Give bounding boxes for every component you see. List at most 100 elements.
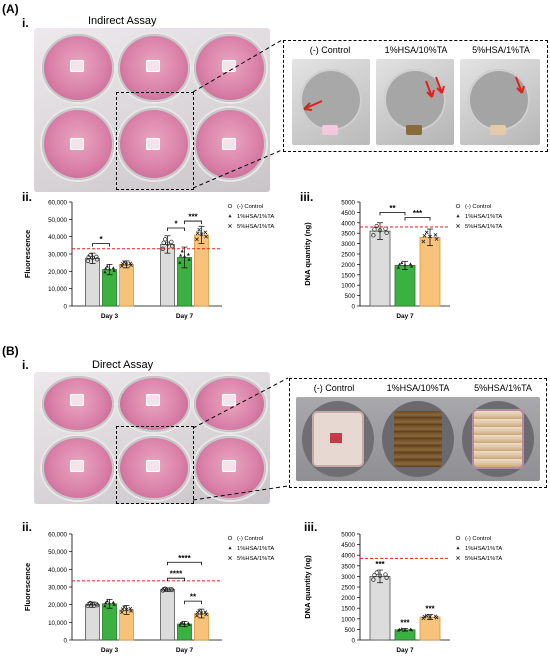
chart-a-dna: 0 500 1000 1500 2000 2500 3000 3500 4000 4500 5000… [303, 200, 502, 321]
legend-label: 1%HSA/1%TA [237, 546, 274, 552]
data-point [178, 623, 182, 627]
legend-label: (-) Control [237, 204, 263, 210]
scaffold-control [314, 413, 362, 465]
legend-label: 5%HSA/1%TA [237, 224, 274, 230]
zoom-label-control: (-) Control [313, 383, 355, 393]
y-tick-label: 2500 [341, 252, 355, 259]
data-point [400, 261, 404, 265]
significance-mark: * [99, 235, 103, 244]
y-tick-label: 2000 [341, 262, 355, 269]
data-point [194, 613, 199, 618]
data-point [371, 233, 376, 238]
zoom-label-control: (-) Control [309, 45, 351, 55]
legend-label: 5%HSA/1%TA [465, 556, 502, 562]
data-point [111, 266, 115, 270]
y-tick-label: 3500 [341, 231, 355, 238]
data-point [187, 622, 191, 626]
significance-mark: **** [178, 554, 191, 563]
significance-mark: *** [425, 605, 435, 614]
bar [369, 576, 391, 641]
y-tick-label: 5000 [341, 532, 355, 539]
data-point [372, 572, 377, 578]
legend-label: (-) Control [465, 536, 491, 542]
data-point [124, 262, 129, 266]
well [194, 108, 266, 180]
data-point [428, 614, 432, 619]
bar [85, 604, 100, 641]
scaffold-hsa10 [394, 411, 442, 467]
x-tick-label: Day 7 [396, 647, 414, 654]
zoom-region-box [116, 426, 194, 504]
significance-mark: *** [375, 560, 385, 569]
zoom-photo-control [292, 59, 370, 145]
significance-bracket [167, 577, 185, 582]
zoom-label-hsa1: 5%HSA/1%TA [472, 45, 530, 55]
data-point [421, 239, 426, 244]
panel-a-ii-label: ii. [22, 190, 33, 204]
data-point [124, 607, 129, 612]
data-point [374, 570, 379, 575]
y-tick-label: 10,000 [48, 620, 67, 627]
y-tick-label: 20,000 [48, 269, 67, 276]
data-point [119, 610, 124, 615]
panel-b-iii-label: iii. [304, 520, 318, 534]
significance-mark: **** [170, 570, 183, 579]
y-tick-label: 50,000 [48, 217, 67, 224]
data-point [180, 620, 184, 624]
legend-label: 5%HSA/1%TA [465, 224, 502, 230]
significance-bracket [92, 243, 110, 247]
y-axis-label: Fluorescence [23, 230, 32, 278]
well [118, 108, 190, 180]
bar [419, 616, 441, 641]
x-tick-label: Day 7 [176, 647, 194, 654]
data-point [456, 224, 460, 228]
data-point [111, 600, 115, 604]
y-tick-label: 500 [345, 293, 356, 300]
y-tick-label: 3000 [341, 574, 355, 581]
panel-a-plate-photo [34, 28, 270, 192]
data-point [397, 262, 402, 266]
data-point [195, 231, 200, 236]
data-point [408, 262, 413, 266]
y-tick-label: 30,000 [48, 585, 67, 592]
well [194, 376, 266, 432]
y-tick-label: 4000 [341, 553, 355, 560]
data-point [179, 621, 183, 625]
chart-b-fluorescence: 0 10,000 20,000 30,000 40,000 50,000 60,000 Flu… [23, 532, 274, 655]
panel-b-i-label: i. [22, 358, 29, 372]
data-point [377, 228, 383, 233]
panel-b-zoom-box: (-) Control 1%HSA/10%TA 5%HSA/1%TA [289, 378, 547, 488]
significance-mark: ** [190, 593, 197, 602]
y-axis-label: Fluorescence [23, 563, 32, 611]
data-point [397, 627, 402, 631]
y-tick-label: 1000 [341, 616, 355, 623]
well [118, 34, 190, 102]
y-tick-label: 1500 [341, 272, 355, 279]
significance-bracket [379, 212, 406, 216]
bar [102, 603, 117, 641]
data-point [187, 257, 191, 261]
legend-label: 1%HSA/1%TA [465, 214, 502, 220]
data-point [178, 260, 182, 264]
data-point [433, 232, 438, 237]
legend-label: 5%HSA/1%TA [237, 556, 274, 562]
data-point [103, 270, 107, 274]
y-tick-label: 40,000 [48, 234, 67, 241]
data-point [112, 602, 116, 606]
significance-bracket [184, 220, 202, 225]
x-tick-label: Day 7 [176, 313, 194, 320]
data-point [182, 622, 187, 626]
data-point [186, 252, 190, 256]
data-point [428, 234, 432, 239]
y-tick-label: 0 [352, 638, 356, 645]
data-point [400, 627, 404, 631]
y-tick-label: 40,000 [48, 567, 67, 574]
data-point [129, 263, 134, 267]
data-point [455, 535, 461, 541]
data-point [396, 265, 400, 269]
data-point [86, 255, 91, 260]
data-point [105, 599, 109, 603]
y-tick-label: 1000 [341, 283, 355, 290]
